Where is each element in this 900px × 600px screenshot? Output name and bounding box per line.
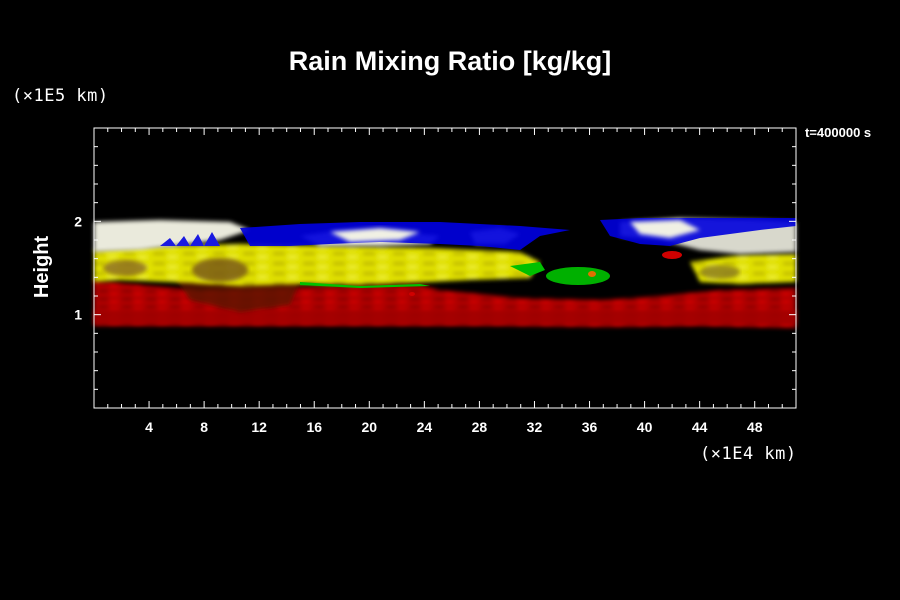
x-tick-label: 40 bbox=[637, 419, 653, 435]
red-dot-1 bbox=[662, 251, 682, 259]
chart-title: Rain Mixing Ratio [kg/kg] bbox=[288, 46, 612, 76]
y-axis: 12 bbox=[74, 146, 796, 390]
x-tick-label: 48 bbox=[747, 419, 763, 435]
x-tick-label: 32 bbox=[527, 419, 543, 435]
plot-frame bbox=[93, 127, 797, 409]
white-highlight-right bbox=[630, 220, 700, 238]
y-tick-label: 2 bbox=[74, 213, 82, 229]
green-edge-right bbox=[510, 262, 545, 276]
x-tick-label: 36 bbox=[582, 419, 598, 435]
x-tick-label: 8 bbox=[200, 419, 208, 435]
red-dot-2 bbox=[409, 292, 415, 296]
y-axis-unit: (×1E5 km) bbox=[12, 86, 109, 106]
x-tick-label: 12 bbox=[251, 419, 267, 435]
white-highlight-mid bbox=[330, 228, 420, 242]
brown-patch-1 bbox=[103, 260, 147, 276]
x-axis: 4 8 12 16 20 24 28 32 36 40 44 48 bbox=[107, 128, 783, 435]
y-tick-label: 1 bbox=[74, 307, 82, 323]
x-tick-label: 24 bbox=[417, 419, 433, 435]
x-tick-label: 44 bbox=[692, 419, 708, 435]
x-tick-label: 4 bbox=[145, 419, 153, 435]
red-band-core bbox=[94, 310, 796, 324]
brown-patch-2 bbox=[192, 258, 248, 282]
x-axis-unit: (×1E4 km) bbox=[700, 444, 797, 464]
x-tick-label: 20 bbox=[362, 419, 378, 435]
time-label: t=400000 s bbox=[805, 125, 872, 140]
x-tick-label: 16 bbox=[306, 419, 322, 435]
white-band-left bbox=[94, 220, 250, 252]
brown-patch-3 bbox=[700, 265, 740, 279]
rain-field bbox=[94, 218, 796, 328]
green-edge-left bbox=[300, 282, 430, 288]
green-blob bbox=[546, 267, 610, 285]
yellow-band-left bbox=[94, 244, 540, 286]
orange-dot bbox=[588, 271, 596, 277]
blue-triangles bbox=[160, 232, 220, 246]
x-tick-label: 28 bbox=[472, 419, 488, 435]
